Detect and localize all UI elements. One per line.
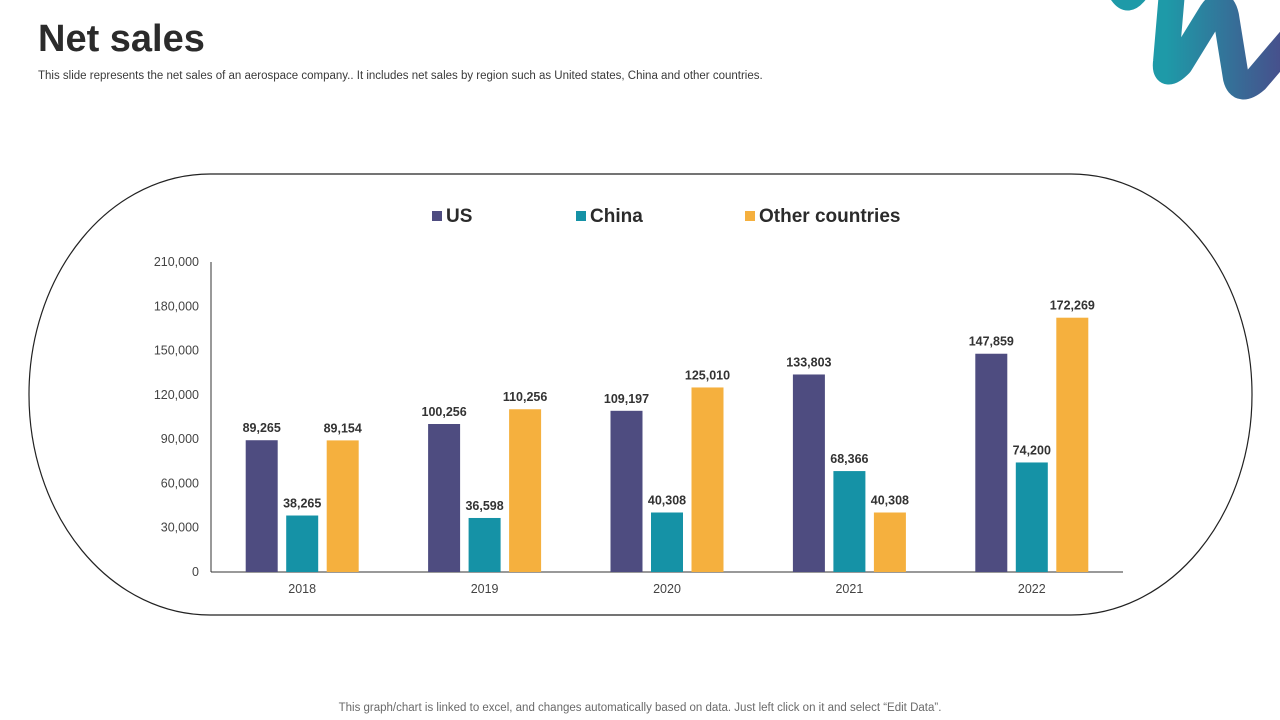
data-label: 109,197 xyxy=(604,392,649,406)
bar-other-countries-2020 xyxy=(691,387,724,572)
y-tick-label: 30,000 xyxy=(161,521,199,535)
legend-swatch-1 xyxy=(576,211,586,221)
x-axis: 2018 2019 2020 2021 2022 xyxy=(211,571,1123,596)
swoosh-logo-icon xyxy=(1111,0,1280,100)
y-tick-label: 180,000 xyxy=(154,299,199,313)
bar-china-2021 xyxy=(833,471,866,572)
y-tick-label: 0 xyxy=(192,565,199,579)
x-tick-label: 2021 xyxy=(835,582,863,596)
data-label: 100,256 xyxy=(422,405,467,419)
data-label: 147,859 xyxy=(969,335,1014,349)
data-label: 133,803 xyxy=(786,355,831,369)
legend-label-1: China xyxy=(590,206,643,227)
data-label: 38,265 xyxy=(283,497,321,511)
bar-us-2022 xyxy=(975,353,1008,572)
x-tick-label: 2020 xyxy=(653,582,681,596)
page-subtitle: This slide represents the net sales of a… xyxy=(38,70,763,82)
legend-label-0: US xyxy=(446,206,472,227)
data-label: 125,010 xyxy=(685,368,730,382)
chart-frame xyxy=(28,173,1253,616)
legend-swatch-2 xyxy=(745,211,755,221)
y-tick-label: 90,000 xyxy=(161,432,199,446)
data-label: 74,200 xyxy=(1013,443,1051,457)
bar-china-2019 xyxy=(468,517,501,572)
data-label: 36,598 xyxy=(465,499,503,513)
y-tick-label: 150,000 xyxy=(154,344,199,358)
data-label: 40,308 xyxy=(871,493,909,507)
y-tick-label: 210,000 xyxy=(154,255,199,269)
data-label: 40,308 xyxy=(648,493,686,507)
data-label: 68,366 xyxy=(830,452,868,466)
bar-us-2019 xyxy=(428,424,461,572)
x-tick-label: 2019 xyxy=(471,582,499,596)
footnote: This graph/chart is linked to excel, and… xyxy=(338,702,942,714)
bar-other-countries-2021 xyxy=(873,512,906,572)
page-title: Net sales xyxy=(38,18,205,60)
bar-china-2022 xyxy=(1015,462,1048,572)
bar-china-2018 xyxy=(286,515,319,572)
bar-us-2020 xyxy=(610,410,643,572)
x-tick-label: 2018 xyxy=(288,582,316,596)
y-axis: 0 30,000 60,000 90,000 120,000 150,000 180,000… xyxy=(154,255,212,579)
bar-groups: 89,265 38,265 89,154 100,256 36,598 110,256 10… xyxy=(243,299,1095,572)
y-tick-label: 120,000 xyxy=(154,388,199,402)
bar-other-countries-2019 xyxy=(509,409,542,572)
legend-label-2: Other countries xyxy=(759,206,900,227)
legend-swatch-0 xyxy=(432,211,442,221)
x-tick-label: 2022 xyxy=(1018,582,1046,596)
bar-us-2018 xyxy=(245,440,278,572)
data-label: 172,269 xyxy=(1050,299,1095,313)
chart-legend: US China Other countries xyxy=(432,206,900,227)
data-label: 89,265 xyxy=(243,421,281,435)
bar-other-countries-2022 xyxy=(1056,317,1089,572)
y-tick-label: 60,000 xyxy=(161,476,199,490)
bar-china-2020 xyxy=(651,512,683,572)
bar-us-2021 xyxy=(792,374,825,572)
data-label: 89,154 xyxy=(324,421,362,435)
data-label: 110,256 xyxy=(503,390,548,404)
bar-other-countries-2018 xyxy=(326,440,359,572)
